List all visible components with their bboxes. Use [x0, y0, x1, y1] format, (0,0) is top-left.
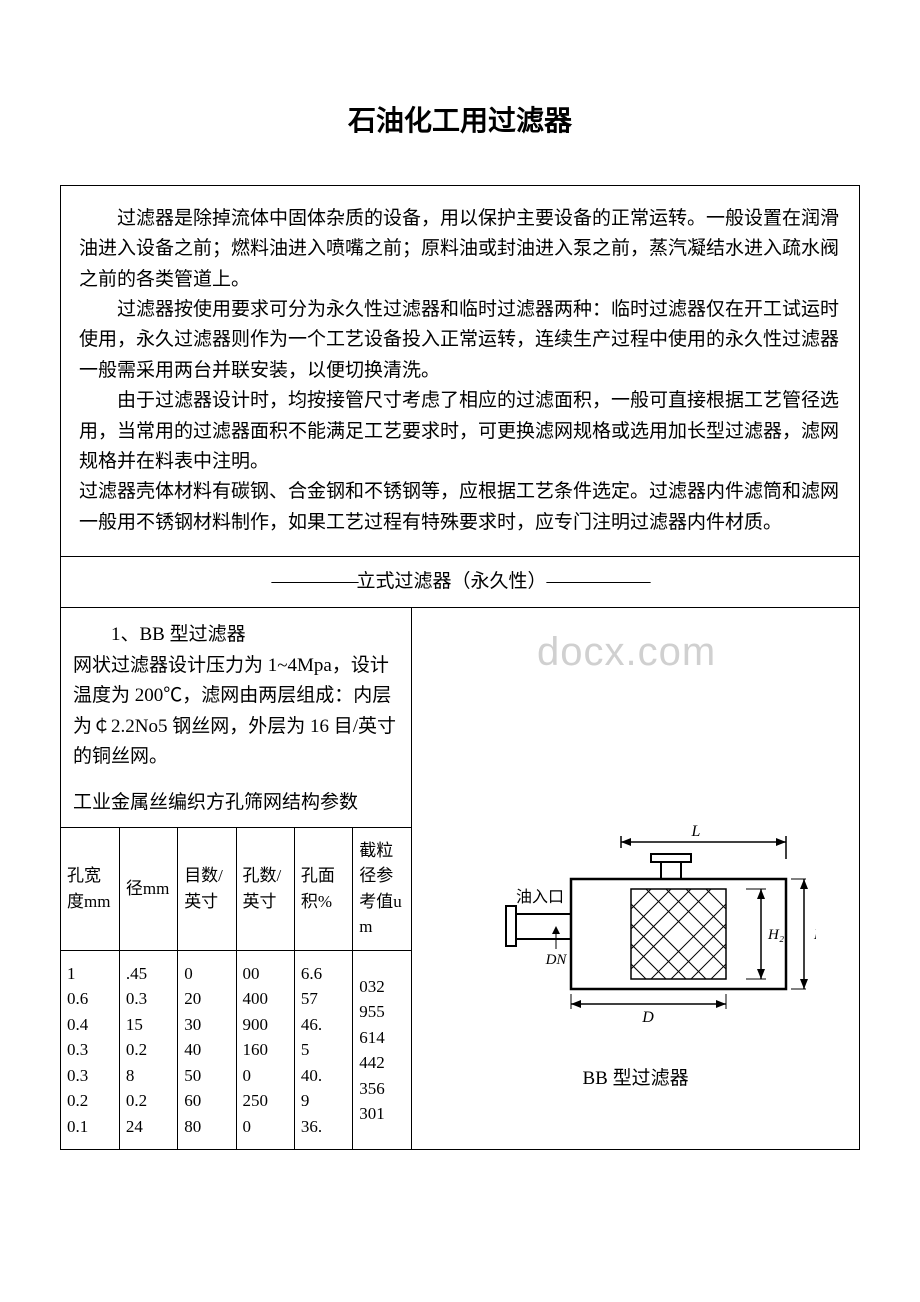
content-frame: 过滤器是除掉流体中固体杂质的设备，用以保护主要设备的正常运转。一般设置在润滑油进…: [60, 185, 860, 1151]
td-col2: 0203040506080: [178, 950, 236, 1149]
section-header: —————立式过滤器（永久性）——————: [61, 556, 859, 608]
td-col0: 10.60.40.30.30.20.1: [61, 950, 119, 1149]
label-H2: H₂: [767, 927, 784, 943]
left-column: 1、BB 型过滤器 网状过滤器设计压力为 1~4Mpa，设计温度为 200℃，滤…: [61, 608, 412, 1149]
bb-filter-diagram: L 油入口 DN: [456, 824, 816, 1044]
td-col3: 0040090016002500: [236, 950, 294, 1149]
th-jielijing: 截粒径参考值um: [353, 827, 411, 950]
th-kongkuandu: 孔宽度mm: [61, 827, 119, 950]
param-table: 孔宽度mm 径mm 目数/英寸 孔数/英寸 孔面积% 截粒径参考值um 10.6…: [61, 827, 411, 1150]
intro-para-3: 由于过滤器设计时，均按接管尺寸考虑了相应的过滤面积，一般可直接根据工艺管径选用，…: [79, 386, 841, 477]
label-D: D: [641, 1009, 654, 1026]
filter-diagram-svg: L 油入口 DN: [456, 824, 816, 1034]
param-table-title: 工业金属丝编织方孔筛网结构参数: [61, 780, 411, 826]
bb-heading: 1、BB 型过滤器: [73, 620, 399, 650]
intro-para-2: 过滤器按使用要求可分为永久性过滤器和临时过滤器两种：临时过滤器仅在开工试运时使用…: [79, 295, 841, 386]
dash-left: —————: [271, 571, 356, 592]
diagram-caption: BB 型过滤器: [582, 1064, 688, 1094]
right-column: docx.com L: [412, 608, 859, 1149]
intro-section: 过滤器是除掉流体中固体杂质的设备，用以保护主要设备的正常运转。一般设置在润滑油进…: [61, 186, 859, 556]
label-inlet: 油入口: [516, 888, 564, 906]
table-row: 10.60.40.30.30.20.1 .450.3150.280.224 02…: [61, 950, 411, 1149]
td-col1: .450.3150.280.224: [119, 950, 177, 1149]
dash-right: ——————: [547, 571, 649, 592]
th-mushu: 目数/英寸: [178, 827, 236, 950]
bb-description: 1、BB 型过滤器 网状过滤器设计压力为 1~4Mpa，设计温度为 200℃，滤…: [61, 608, 411, 780]
table-row: 孔宽度mm 径mm 目数/英寸 孔数/英寸 孔面积% 截粒径参考值um: [61, 827, 411, 950]
th-jing: 径mm: [119, 827, 177, 950]
watermark-text: docx.com: [537, 620, 716, 684]
td-col5: 032955614442356301: [353, 950, 411, 1149]
label-H1: H₁: [813, 927, 816, 943]
document-title: 石油化工用过滤器: [60, 100, 860, 145]
th-kongmianji: 孔面积%: [294, 827, 352, 950]
th-kongshu: 孔数/英寸: [236, 827, 294, 950]
label-DN: DN: [544, 952, 567, 968]
section-header-label: 立式过滤器（永久性）: [356, 571, 546, 592]
two-column-region: 1、BB 型过滤器 网状过滤器设计压力为 1~4Mpa，设计温度为 200℃，滤…: [61, 608, 859, 1149]
td-col4: 6.65746.540.936.: [294, 950, 352, 1149]
intro-para-1: 过滤器是除掉流体中固体杂质的设备，用以保护主要设备的正常运转。一般设置在润滑油进…: [79, 204, 841, 295]
intro-para-4: 过滤器壳体材料有碳钢、合金钢和不锈钢等，应根据工艺条件选定。过滤器内件滤筒和滤网…: [79, 477, 841, 538]
label-L: L: [690, 824, 700, 840]
bb-desc-text: 网状过滤器设计压力为 1~4Mpa，设计温度为 200℃，滤网由两层组成：内层为…: [73, 651, 399, 773]
